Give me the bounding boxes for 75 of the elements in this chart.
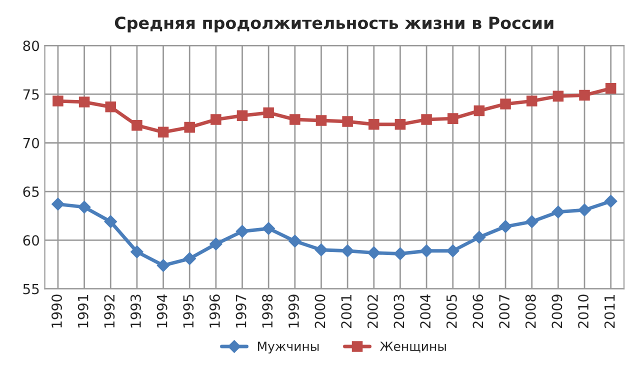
point	[421, 114, 432, 125]
x-tick-label: 2009	[552, 294, 562, 328]
point	[474, 105, 485, 116]
y-tick-label: 55	[23, 284, 39, 294]
point	[130, 245, 144, 258]
x-tick-label: 2004	[420, 294, 431, 328]
y-tick-label: 65	[23, 186, 39, 197]
point	[52, 198, 64, 211]
legend-label: Мужчины	[258, 342, 319, 354]
point	[525, 215, 538, 228]
legend-label: Женщины	[380, 342, 446, 353]
x-tick-label: 2008	[525, 294, 536, 328]
x-tick-label: 2000	[314, 294, 326, 328]
point	[446, 244, 460, 258]
point	[262, 222, 275, 235]
point	[290, 114, 300, 125]
point	[472, 230, 486, 244]
point	[210, 114, 222, 125]
point	[236, 110, 248, 122]
point	[316, 115, 327, 126]
point	[78, 96, 90, 108]
point	[156, 259, 170, 272]
point	[500, 98, 511, 110]
point	[184, 122, 195, 133]
point	[420, 244, 433, 258]
point	[158, 126, 169, 138]
point	[552, 90, 564, 102]
point	[341, 244, 354, 258]
point	[394, 119, 406, 130]
x-tick-label: 1991	[78, 294, 88, 328]
x-tick-label: 1992	[104, 295, 115, 328]
x-tick-label: 1990	[51, 294, 62, 328]
point	[499, 220, 512, 233]
x-tick-label: 1993	[130, 294, 141, 328]
point	[552, 206, 565, 218]
point	[236, 224, 249, 238]
point	[78, 200, 91, 214]
point	[183, 252, 196, 266]
x-tick-label: 2010	[578, 294, 589, 328]
x-tick-label: 2002	[367, 295, 378, 328]
point	[526, 96, 538, 106]
y-tick-label: 60	[23, 235, 40, 246]
point	[105, 102, 116, 112]
x-tick-label: 2003	[394, 294, 404, 328]
point	[367, 246, 380, 260]
point	[394, 247, 407, 260]
x-tick-label: 2011	[604, 294, 615, 328]
y-tick-label: 70	[23, 138, 40, 148]
point	[288, 234, 302, 248]
x-tick-label: 2001	[341, 294, 352, 328]
point	[52, 96, 64, 106]
point	[132, 120, 142, 131]
x-tick-label: 1998	[262, 294, 273, 328]
point	[263, 107, 274, 118]
point	[579, 90, 590, 101]
point	[447, 113, 458, 124]
x-tick-label: 1994	[156, 294, 168, 328]
x-tick-label: 1999	[288, 294, 299, 328]
point	[314, 243, 328, 256]
point	[104, 215, 118, 228]
x-tick-label: 1997	[236, 294, 246, 328]
chart-title: Средняя продолжительность жизни в России	[114, 16, 554, 32]
x-tick-label: 1995	[183, 294, 194, 328]
point	[342, 116, 353, 127]
x-tick-label: 2007	[499, 294, 510, 328]
point	[368, 119, 380, 130]
point	[578, 204, 591, 216]
x-tick-label: 2005	[446, 294, 457, 328]
x-tick-label: 2006	[472, 294, 484, 328]
point	[605, 83, 616, 94]
point	[604, 194, 618, 208]
y-tick-label: 80	[23, 40, 40, 52]
y-tick-label: 75	[23, 89, 39, 100]
x-tick-label: 1996	[209, 294, 220, 328]
point	[210, 238, 222, 250]
